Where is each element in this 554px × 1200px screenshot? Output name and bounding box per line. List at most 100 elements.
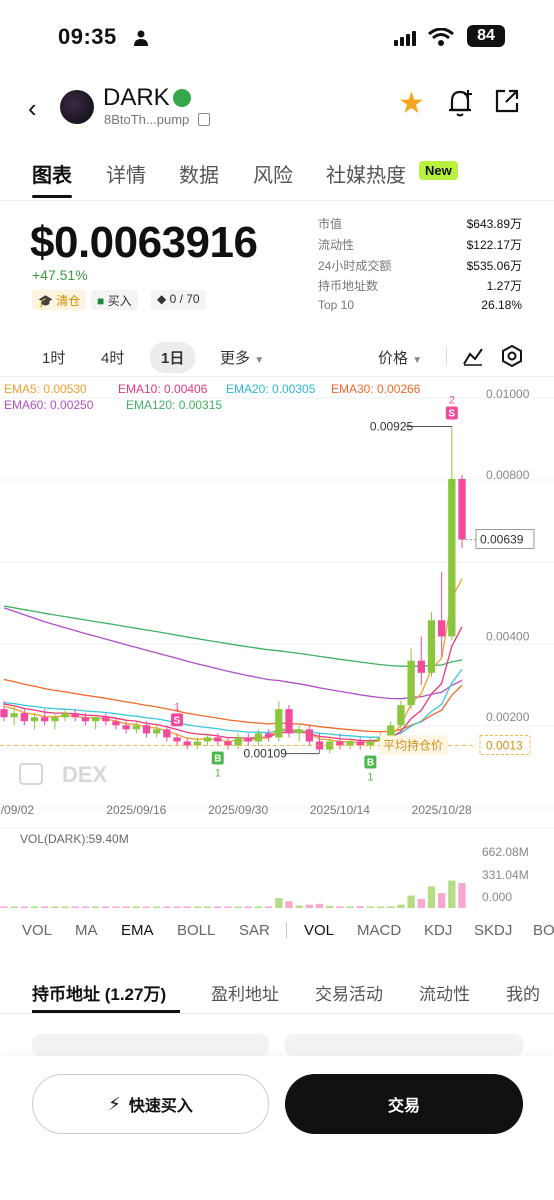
volume-bar bbox=[61, 906, 69, 908]
indicator-ma[interactable]: MA bbox=[75, 922, 98, 939]
marker-letter: B bbox=[214, 754, 221, 765]
ema5-line bbox=[3, 578, 463, 744]
token-name: DARK bbox=[103, 84, 170, 111]
expand-icon bbox=[19, 763, 43, 785]
wallet-icon: ■ bbox=[97, 294, 105, 308]
volume-bar bbox=[356, 906, 364, 908]
volume-bar bbox=[122, 906, 130, 908]
volume-bar bbox=[427, 886, 436, 908]
marker-count: 2 bbox=[449, 394, 455, 406]
clear-position-chip[interactable]: 🎓 清仓 bbox=[32, 290, 87, 310]
back-icon[interactable]: ‹ bbox=[28, 93, 37, 123]
ema20-legend: EMA20: 0.00305 bbox=[226, 382, 316, 396]
volume-bar bbox=[183, 906, 191, 908]
x-tick-label: 2025/09/30 bbox=[208, 803, 268, 817]
indicator-ema[interactable]: EMA bbox=[121, 922, 154, 939]
candle-body bbox=[366, 741, 375, 746]
price-chart[interactable]: 0.01000 0.00800 0.00400 0.00200 平均持仓价 0.0013 0… bbox=[0, 378, 554, 908]
volume-bar bbox=[102, 906, 110, 908]
tab-mine[interactable]: 我的 bbox=[506, 985, 540, 1004]
quick-buy-button[interactable]: ⚡ 快速买入 bbox=[32, 1074, 269, 1134]
candle-body bbox=[264, 733, 273, 738]
volume-bar bbox=[366, 906, 375, 908]
indicator-sub-vol[interactable]: VOL bbox=[304, 922, 335, 939]
volume-bar bbox=[437, 893, 446, 908]
status-time: 09:35 bbox=[58, 24, 117, 49]
volume-bar bbox=[458, 883, 466, 908]
stat-value: 26.18% bbox=[481, 298, 522, 312]
candle-body bbox=[20, 713, 29, 722]
indicator-skdj[interactable]: SKDJ bbox=[474, 922, 513, 939]
indicator-bo[interactable]: BO bbox=[533, 922, 554, 939]
tab-holders[interactable]: 持币地址 (1.27万) bbox=[32, 985, 167, 1004]
indicator-kdj[interactable]: KDJ bbox=[424, 922, 453, 939]
volume-bar bbox=[315, 903, 324, 908]
stat-label: Top 10 bbox=[318, 298, 355, 312]
volume-bar bbox=[132, 906, 140, 908]
timeframe-1h[interactable]: 1时 bbox=[42, 350, 66, 367]
share-icon[interactable] bbox=[494, 88, 520, 114]
stat-label: 市值 bbox=[318, 217, 343, 231]
alert-bell-icon[interactable] bbox=[447, 88, 475, 118]
battery-indicator: 84 bbox=[467, 25, 505, 47]
x-tick-label: 2025/10/28 bbox=[412, 803, 472, 817]
volume-bar bbox=[51, 906, 59, 908]
active-tab-indicator bbox=[32, 195, 72, 198]
candle-body bbox=[91, 717, 100, 722]
star-icon[interactable]: ★ bbox=[398, 87, 425, 120]
volume-bar bbox=[153, 906, 161, 908]
divider bbox=[0, 1013, 554, 1014]
indicator-boll[interactable]: BOLL bbox=[177, 922, 216, 939]
indicator-macd[interactable]: MACD bbox=[357, 922, 402, 939]
tab-risk[interactable]: 风险 bbox=[253, 165, 293, 187]
volume-bar bbox=[346, 906, 354, 908]
trade-button[interactable]: 交易 bbox=[285, 1074, 523, 1134]
volume-bar bbox=[203, 906, 212, 908]
tab-details[interactable]: 详情 bbox=[106, 165, 146, 187]
token-logo bbox=[60, 90, 94, 124]
marker-letter: B bbox=[367, 758, 374, 769]
volume-bar bbox=[387, 906, 395, 908]
ema120-line bbox=[3, 605, 463, 667]
candle-body bbox=[214, 737, 222, 742]
indicator-icon[interactable] bbox=[462, 346, 484, 366]
volume-bar bbox=[193, 906, 202, 908]
copy-icon[interactable] bbox=[198, 113, 210, 126]
price-selector[interactable]: 价格 ▼ bbox=[378, 347, 422, 368]
marker-letter: S bbox=[174, 715, 181, 726]
marker-count: 1 bbox=[215, 768, 221, 780]
holders-chip[interactable]: ◆ 0 / 70 bbox=[151, 290, 206, 310]
filter-card bbox=[285, 1034, 523, 1056]
volume-bar bbox=[71, 906, 79, 908]
tab-data[interactable]: 数据 bbox=[179, 165, 219, 187]
candle-body bbox=[183, 741, 191, 746]
stat-label: 24小时成交额 bbox=[318, 259, 392, 273]
tab-chart[interactable]: 图表 bbox=[32, 165, 72, 187]
cellular-signal-icon bbox=[394, 28, 418, 46]
buy-chip[interactable]: ■ 买入 bbox=[91, 290, 138, 310]
avg-cost-value-box bbox=[479, 735, 531, 755]
stat-label: 流动性 bbox=[318, 238, 355, 252]
volume-bar bbox=[254, 906, 263, 908]
timeframe-4h[interactable]: 4时 bbox=[101, 350, 125, 367]
timeframe-1d[interactable]: 1日 bbox=[150, 342, 196, 373]
stat-value: $535.06万 bbox=[466, 259, 522, 273]
tab-profit-addresses[interactable]: 盈利地址 bbox=[211, 985, 279, 1004]
timeframe-more[interactable]: 更多 ▼ bbox=[220, 347, 264, 368]
candle-body bbox=[275, 709, 283, 738]
indicator-vol[interactable]: VOL bbox=[22, 922, 53, 939]
tab-social-heat[interactable]: 社媒热度 bbox=[326, 165, 406, 187]
candle-body bbox=[356, 741, 364, 746]
tab-trade-activity[interactable]: 交易活动 bbox=[315, 985, 383, 1004]
low-label: 0.00109 bbox=[244, 747, 288, 761]
tab-liquidity[interactable]: 流动性 bbox=[419, 985, 470, 1004]
sell-marker bbox=[171, 713, 184, 727]
settings-icon[interactable] bbox=[501, 345, 523, 367]
candle-body bbox=[163, 729, 171, 738]
candle-body bbox=[295, 729, 303, 734]
volume-bar bbox=[10, 906, 18, 908]
candle-body bbox=[448, 478, 456, 637]
more-label: 更多 bbox=[220, 350, 251, 367]
indicator-sar[interactable]: SAR bbox=[239, 922, 270, 939]
candle-body bbox=[244, 737, 252, 742]
